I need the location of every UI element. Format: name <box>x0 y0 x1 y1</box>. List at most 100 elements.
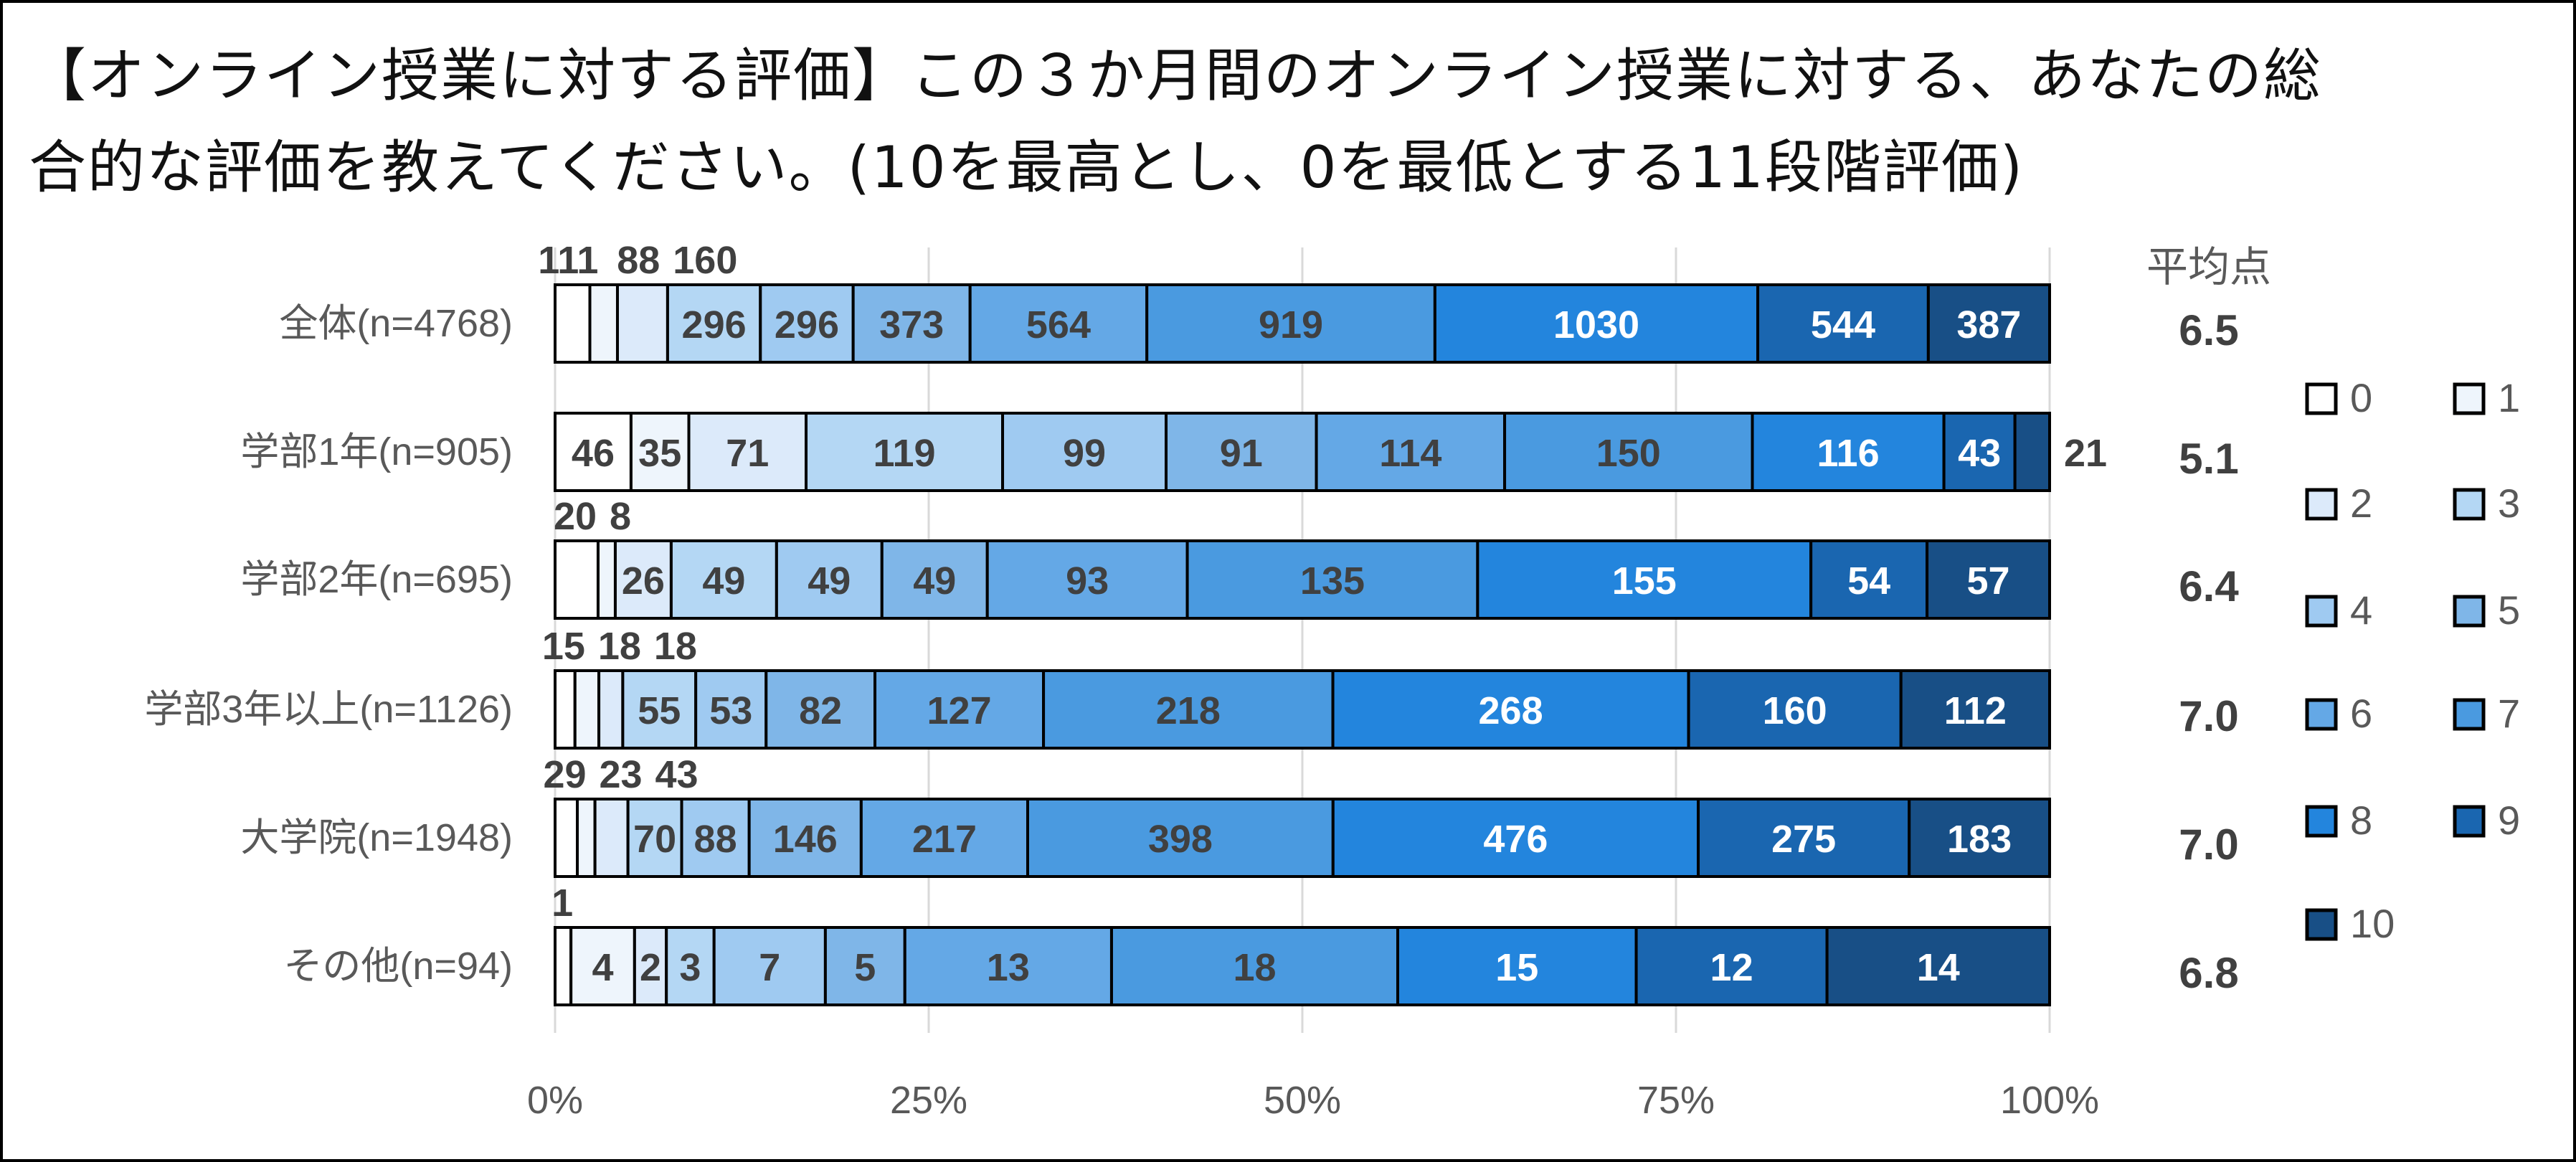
data-label: 2 <box>640 946 661 989</box>
bar-segment <box>859 798 1030 878</box>
data-label: 155 <box>1612 559 1677 603</box>
data-label: 135 <box>1300 559 1365 603</box>
bar-segment <box>712 926 827 1006</box>
data-label: 4 <box>592 946 613 989</box>
bar-segment <box>1165 412 1318 492</box>
category-label: 学部3年以上(n=1126) <box>144 688 513 731</box>
bar-segment <box>694 669 768 750</box>
bar-segment <box>593 798 630 878</box>
bar-segment <box>554 283 592 364</box>
bar-segment <box>1825 926 2051 1006</box>
bar-segment <box>1026 798 1335 878</box>
bar-segment <box>573 669 601 750</box>
data-label: 35 <box>638 432 681 475</box>
bar-segment <box>2013 412 2052 492</box>
x-tick-label: 25% <box>890 1079 967 1122</box>
x-tick-label: 100% <box>2000 1079 2099 1122</box>
data-label: 3 <box>679 946 701 989</box>
data-label: 387 <box>1956 303 2021 346</box>
bar-segment <box>597 669 625 750</box>
bar-segment <box>669 539 778 620</box>
average-score: 5.1 <box>2179 435 2238 483</box>
legend-swatch <box>2305 488 2338 521</box>
legend-label: 2 <box>2350 481 2372 526</box>
data-label: 150 <box>1596 432 1661 475</box>
data-label: 88 <box>617 239 660 282</box>
data-label: 88 <box>694 818 737 861</box>
data-label: 8 <box>610 495 631 538</box>
bar-segment <box>1687 669 1903 750</box>
bar-segment <box>851 283 972 364</box>
x-tick-label: 75% <box>1637 1079 1715 1122</box>
data-label: 112 <box>1944 689 2007 732</box>
data-label: 18 <box>654 625 697 668</box>
data-label: 919 <box>1259 303 1323 346</box>
category-label: 学部1年(n=905) <box>240 430 513 473</box>
data-label: 398 <box>1148 818 1213 861</box>
x-tick-label: 50% <box>1264 1079 1341 1122</box>
bar-segment <box>629 412 691 492</box>
data-label: 12 <box>1710 946 1753 989</box>
legend-swatch <box>2453 698 2486 731</box>
data-label: 5 <box>854 946 876 989</box>
data-label: 14 <box>1917 946 1960 989</box>
bar-segment <box>1433 283 1760 364</box>
data-label: 146 <box>773 818 838 861</box>
bar-segment <box>554 669 577 750</box>
legend-label: 9 <box>2498 798 2520 843</box>
category-label: 学部2年(n=695) <box>240 558 513 601</box>
data-label: 119 <box>873 432 935 475</box>
x-tick-label: 0% <box>527 1079 583 1122</box>
legend-swatch <box>2305 595 2338 628</box>
bar-segment <box>588 283 619 364</box>
data-label: 70 <box>633 818 676 861</box>
bar-segment <box>1476 539 1813 620</box>
data-label: 160 <box>1763 689 1827 732</box>
data-label: 55 <box>638 689 681 732</box>
data-label: 49 <box>913 559 956 603</box>
data-label: 373 <box>879 303 944 346</box>
average-score: 6.5 <box>2179 306 2238 354</box>
legend-swatch <box>2305 382 2338 415</box>
bar-segment <box>554 539 600 620</box>
bar-segment <box>1109 926 1400 1006</box>
bar-segment <box>968 283 1149 364</box>
bar-segment <box>1145 283 1436 364</box>
bar-segment <box>985 539 1189 620</box>
data-label: 127 <box>927 689 992 732</box>
data-label: 15 <box>542 625 585 668</box>
data-label: 13 <box>987 946 1030 989</box>
legend-swatch <box>2305 805 2338 838</box>
data-label: 476 <box>1483 818 1548 861</box>
legend-swatch <box>2453 595 2486 628</box>
bar-segment <box>903 926 1113 1006</box>
bar-segment <box>1809 539 1929 620</box>
bar-segment <box>1926 283 2052 364</box>
data-label: 114 <box>1379 432 1441 475</box>
data-label: 18 <box>1233 946 1276 989</box>
data-label: 82 <box>799 689 842 732</box>
bar-segment <box>596 539 617 620</box>
bar-segment <box>1315 412 1507 492</box>
legend-swatch <box>2453 805 2486 838</box>
data-label: 7 <box>759 946 780 989</box>
data-label: 43 <box>655 753 699 796</box>
data-label: 544 <box>1811 303 1875 346</box>
bar-segment <box>764 669 877 750</box>
bar-segment <box>680 798 751 878</box>
data-label: 275 <box>1771 818 1836 861</box>
data-label: 1 <box>551 882 573 925</box>
data-label: 49 <box>702 559 745 603</box>
legend-swatch <box>2453 382 2486 415</box>
legend-swatch <box>2305 908 2338 941</box>
bar-segment <box>576 798 597 878</box>
bar-segment <box>1503 412 1754 492</box>
bar-segment <box>1331 798 1700 878</box>
data-label: 71 <box>726 432 769 475</box>
data-label: 99 <box>1063 432 1106 475</box>
legend-label: 0 <box>2350 375 2372 420</box>
data-label: 564 <box>1026 303 1091 346</box>
legend-label: 4 <box>2350 587 2372 633</box>
data-label: 296 <box>775 303 839 346</box>
